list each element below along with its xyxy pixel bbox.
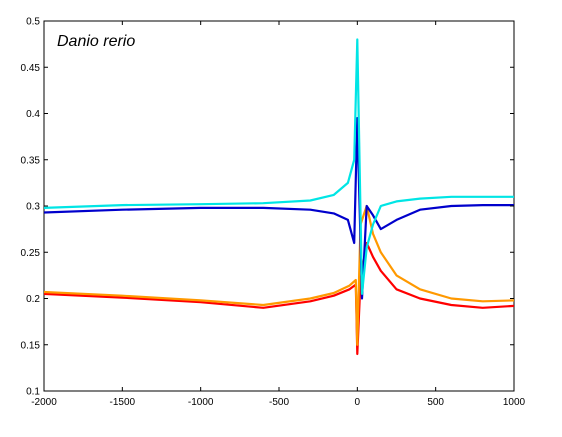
x-tick-label: 0 — [355, 397, 361, 408]
y-tick-label: 0.45 — [21, 63, 41, 74]
series-line-2 — [43, 204, 515, 346]
chart-title: Danio rerio — [57, 33, 135, 50]
x-tick-label: 500 — [427, 397, 444, 408]
series-line-4 — [43, 38, 514, 295]
x-axis: -2000 -1500 -1000 -500 0 500 1000 — [31, 21, 526, 408]
x-tick-label: 1000 — [503, 397, 526, 408]
y-tick-label: 0.3 — [26, 202, 40, 213]
x-tick-label: -1000 — [188, 397, 214, 408]
x-tick-label: -500 — [269, 397, 289, 408]
x-tick-label: -2000 — [31, 397, 57, 408]
y-tick-label: 0.2 — [26, 294, 40, 305]
y-tick-label: 0.15 — [21, 340, 41, 351]
x-tick-label: -1500 — [110, 397, 136, 408]
y-tick-label: 0.35 — [21, 155, 41, 166]
y-tick-label: 0.5 — [26, 17, 40, 28]
y-tick-label: 0.25 — [21, 248, 41, 259]
y-tick-label: 0.1 — [26, 387, 40, 398]
y-tick-label: 0.4 — [26, 109, 40, 120]
series-layer — [43, 38, 515, 356]
y-axis: 0.1 0.15 0.2 0.25 0.3 0.35 0.4 0.45 0.5 — [21, 17, 514, 398]
